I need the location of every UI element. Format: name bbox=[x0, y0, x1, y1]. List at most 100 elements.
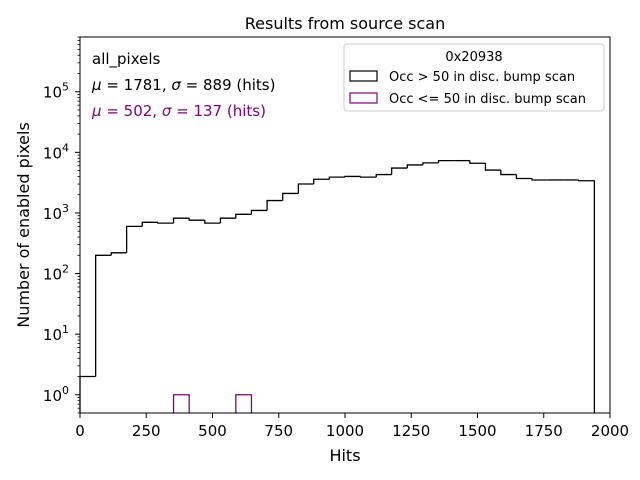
histogram-bin bbox=[437, 159, 455, 163]
x-tick-label: 1250 bbox=[392, 422, 430, 440]
histogram-bin-step bbox=[141, 221, 158, 227]
histogram-bin bbox=[500, 170, 517, 176]
y-tick-label: 104 bbox=[43, 141, 69, 162]
histogram-bin-step bbox=[469, 160, 486, 164]
histogram-bin bbox=[515, 174, 533, 180]
annotation-block: all_pixels μ = 1781, σ = 889 (hits) μ = … bbox=[91, 50, 275, 120]
x-axis: 0 250 500 750 1000 1250 1500 1750 2000 bbox=[75, 413, 629, 440]
histogram-bin bbox=[484, 163, 501, 171]
histogram-bin bbox=[204, 220, 221, 224]
y-tick-label: 102 bbox=[43, 263, 69, 284]
histogram-bin bbox=[188, 218, 205, 221]
histogram-bin bbox=[235, 213, 252, 219]
histogram-bin-step bbox=[531, 178, 548, 181]
x-tick-label: 1500 bbox=[458, 422, 496, 440]
histogram-bin-step bbox=[235, 213, 252, 219]
histogram-bin bbox=[578, 179, 596, 413]
histogram-bin-step bbox=[500, 170, 517, 176]
histogram-bin bbox=[297, 183, 314, 194]
histogram-bin bbox=[390, 167, 408, 175]
annotation-stats-all: μ = 1781, σ = 889 (hits) bbox=[91, 76, 275, 94]
annotation-stats-low-occ: μ = 502, σ = 137 (hits) bbox=[91, 102, 266, 120]
x-tick-label: 1000 bbox=[326, 422, 364, 440]
x-tick-label: 750 bbox=[264, 422, 293, 440]
y-tick-label: 103 bbox=[43, 202, 69, 223]
legend-label-low-occ: Occ <= 50 in disc. bump scan bbox=[389, 92, 586, 107]
histogram-bin-step bbox=[94, 254, 112, 377]
mu-value: = 1781, bbox=[102, 76, 172, 94]
histogram-bin bbox=[406, 164, 423, 169]
histogram-bin-step bbox=[219, 217, 236, 224]
histogram-bin-step bbox=[125, 225, 143, 253]
x-tick-label: 2000 bbox=[591, 422, 629, 440]
y-tick-label: 101 bbox=[43, 323, 69, 344]
legend-box bbox=[343, 43, 605, 112]
mu-symbol: μ bbox=[91, 102, 102, 120]
histogram-bin-step bbox=[344, 175, 361, 178]
histogram-bin bbox=[141, 221, 158, 227]
histogram-bin-step bbox=[437, 159, 455, 163]
x-tick-label: 0 bbox=[75, 422, 85, 440]
y-axis-label: Number of enabled pixels bbox=[14, 122, 33, 328]
histogram-bin bbox=[125, 225, 143, 253]
histogram-bin-step bbox=[110, 252, 127, 256]
y-tick-label: 100 bbox=[43, 384, 69, 405]
histogram-bin bbox=[157, 222, 174, 224]
legend-swatch-high-occ bbox=[349, 70, 378, 82]
histogram-bin bbox=[313, 178, 330, 185]
histogram-bin bbox=[344, 175, 361, 178]
mu-value: = 502, bbox=[102, 102, 162, 120]
sigma-value: = 137 (hits) bbox=[171, 102, 266, 120]
series-layer bbox=[79, 159, 596, 413]
histogram-bin-low-occ bbox=[172, 394, 190, 413]
histogram-bin bbox=[172, 217, 190, 224]
histogram-bin-step bbox=[406, 164, 423, 169]
histogram-bin bbox=[422, 162, 439, 165]
histogram-bin-step bbox=[297, 183, 314, 194]
histogram-bin bbox=[266, 199, 283, 211]
legend-label-high-occ: Occ > 50 in disc. bump scan bbox=[389, 70, 575, 85]
x-tick-label: 500 bbox=[198, 422, 227, 440]
histogram-bin-step bbox=[359, 176, 377, 178]
histogram-bin-step bbox=[266, 199, 283, 211]
histogram-bin-step bbox=[282, 192, 299, 201]
y-tick-label: 105 bbox=[43, 81, 69, 102]
sigma-value: = 889 (hits) bbox=[181, 76, 276, 94]
histogram-bin-step bbox=[172, 217, 190, 224]
histogram-bin bbox=[110, 252, 127, 256]
histogram-bin-step bbox=[578, 179, 596, 413]
histogram-bin-step bbox=[422, 162, 439, 165]
histogram-bin bbox=[531, 178, 548, 181]
histogram-bin bbox=[94, 254, 112, 377]
x-tick-label: 250 bbox=[132, 422, 161, 440]
annotation-dataset-label: all_pixels bbox=[92, 50, 161, 69]
histogram-bin bbox=[328, 176, 345, 180]
histogram-bin-step bbox=[204, 220, 221, 224]
y-axis: 100 101 102 103 104 105 bbox=[43, 36, 80, 414]
histogram-bin bbox=[375, 173, 392, 178]
sigma-symbol: σ bbox=[171, 76, 181, 94]
chart-title: Results from source scan bbox=[245, 14, 445, 33]
legend-swatch-low-occ bbox=[349, 92, 378, 104]
histogram-bin-low-occ bbox=[235, 394, 253, 413]
legend: 0x20938 Occ > 50 in disc. bump scan Occ … bbox=[343, 43, 605, 112]
histogram-bin bbox=[282, 192, 299, 201]
histogram-bin-step bbox=[157, 222, 174, 224]
histogram-bin-step bbox=[484, 163, 501, 171]
histogram-bin-step bbox=[375, 173, 392, 178]
x-axis-label: Hits bbox=[329, 446, 360, 465]
histogram-bin bbox=[359, 176, 377, 178]
histogram-bin-step bbox=[390, 167, 408, 175]
histogram-bin-step bbox=[313, 178, 330, 185]
histogram-bin bbox=[250, 209, 268, 215]
x-tick-label: 1750 bbox=[525, 422, 563, 440]
histogram-bin-step bbox=[188, 218, 205, 221]
histogram-bin-step bbox=[328, 176, 345, 180]
histogram-bin-step bbox=[515, 174, 533, 180]
histogram-bin-step bbox=[250, 209, 268, 215]
histogram-bin bbox=[469, 160, 486, 164]
histogram-bin bbox=[219, 217, 236, 224]
mu-symbol: μ bbox=[91, 76, 102, 94]
legend-title: 0x20938 bbox=[445, 50, 502, 65]
